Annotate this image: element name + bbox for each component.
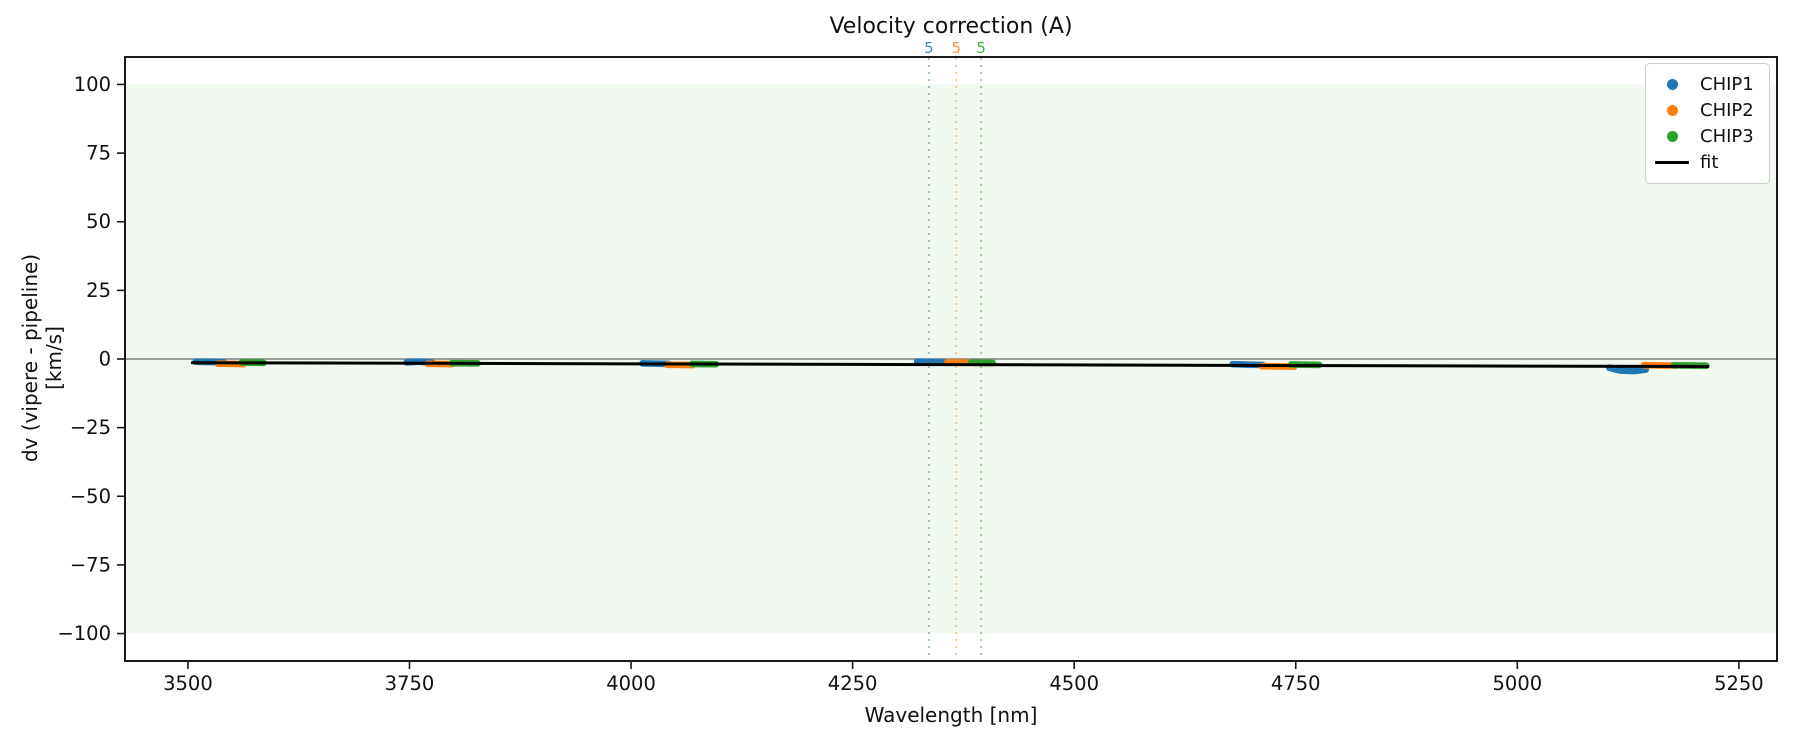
fit-line-icon xyxy=(1655,161,1689,165)
order-marker-label: 5 xyxy=(952,39,962,57)
x-tick-label: 5000 xyxy=(1493,672,1543,695)
y-tick-label: −50 xyxy=(70,485,111,508)
legend-label: CHIP3 xyxy=(1700,126,1754,148)
x-tick-label: 5250 xyxy=(1714,672,1764,695)
x-tick-label: 4750 xyxy=(1271,672,1321,695)
order-marker-label: 5 xyxy=(976,39,986,57)
x-tick-label: 4000 xyxy=(606,672,656,695)
fit-line xyxy=(190,361,1710,369)
chip3-marker-icon xyxy=(1666,131,1678,143)
legend-label: CHIP1 xyxy=(1700,73,1754,95)
y-tick-label: 0 xyxy=(99,348,111,371)
y-tick-label: 50 xyxy=(86,210,111,233)
y-axis-label: dv (vipere - pipeline) [km/s] xyxy=(18,253,66,463)
legend-entry-chip3: CHIP3 xyxy=(1655,124,1758,150)
chip1-marker-icon xyxy=(1666,78,1678,90)
legend-entry-fit: fit xyxy=(1655,150,1758,176)
axes-spines xyxy=(124,56,1778,662)
y-tick-label: −100 xyxy=(57,622,111,645)
y-tick-label: −75 xyxy=(70,553,111,576)
legend-label: fit xyxy=(1700,152,1719,174)
x-tick-label: 4500 xyxy=(1049,672,1099,695)
x-axis-label: Wavelength [nm] xyxy=(864,703,1038,727)
y-tick-label: 75 xyxy=(86,142,111,165)
y-tick-label: 100 xyxy=(74,73,111,96)
legend-entry-chip2: CHIP2 xyxy=(1655,97,1758,123)
y-tick-label: 25 xyxy=(86,279,111,302)
x-tick-label: 3500 xyxy=(163,672,213,695)
legend-label: CHIP2 xyxy=(1700,99,1754,121)
y-tick-label: −25 xyxy=(70,416,111,439)
x-tick-label: 3750 xyxy=(385,672,435,695)
x-tick-label: 4250 xyxy=(828,672,878,695)
legend-entry-chip1: CHIP1 xyxy=(1655,71,1758,97)
order-marker-label: 5 xyxy=(924,39,934,57)
legend: CHIP1 CHIP2 CHIP3 fit xyxy=(1645,63,1770,184)
chip2-marker-icon xyxy=(1666,104,1678,116)
chart-title: Velocity correction (A) xyxy=(829,14,1073,39)
